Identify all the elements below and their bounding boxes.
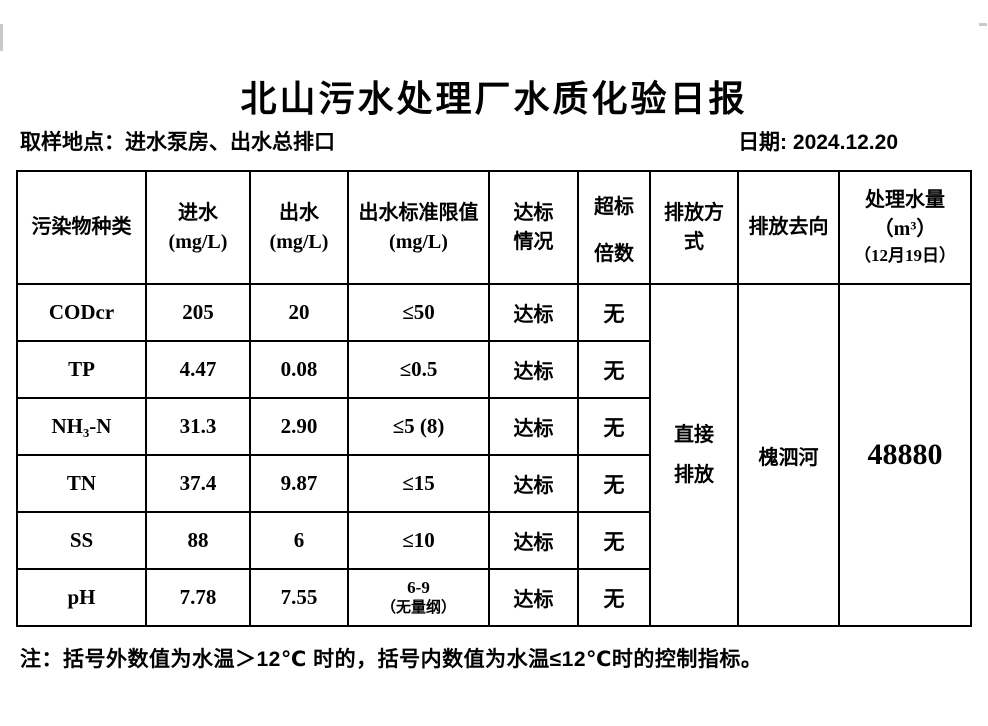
table-row-tp: TP 4.47 0.08 ≤0.5 达标 无 — [16, 340, 971, 399]
standard-cell: ≤0.5 — [347, 340, 490, 399]
exceed-cell: 无 — [577, 568, 651, 627]
discharge-mode-line2: 排放 — [674, 464, 714, 486]
header-discharge-mode: 排放方 式 — [649, 170, 739, 285]
table-row-codcr: CODcr 205 20 ≤50 达标 无 直接 排放 槐泗河 48880 — [16, 283, 972, 627]
header-treated-volume: 处理水量 （m³） （12月19日） — [838, 170, 972, 285]
exceed-cell: 无 — [577, 397, 651, 456]
header-volume-unit: （m³） — [873, 218, 937, 241]
header-effluent-line1: 出水 — [279, 201, 319, 224]
ph-standard-unit: （无量纲） — [380, 599, 456, 616]
effluent-cell: 6 — [249, 511, 349, 570]
header-influent-unit: (mg/L) — [168, 230, 228, 253]
header-compliance-line2: 情况 — [513, 230, 554, 253]
header-exceed-line1: 超标 — [594, 196, 634, 218]
header-compliance: 达标 情况 — [488, 170, 579, 285]
treated-volume-cell: 48880 — [838, 283, 972, 627]
standard-cell: ≤50 — [347, 283, 490, 342]
influent-cell: 7.78 — [145, 568, 251, 627]
standard-cell: ≤15 — [347, 454, 490, 513]
header-standard-limit: 出水标准限值 (mg/L) — [347, 170, 490, 285]
pollutant-cell: CODcr — [16, 283, 147, 342]
footnote: 注：括号外数值为水温＞12℃ 时的，括号内数值为水温≤12℃时的控制指标。 — [20, 648, 763, 671]
header-effluent: 出水 (mg/L) — [249, 170, 349, 285]
info-row: 取样地点：进水泵房、出水总排口 日期: 2024.12.20 — [20, 126, 898, 156]
influent-cell: 31.3 — [145, 397, 251, 456]
header-exceed-ratio: 超标 倍数 — [577, 170, 651, 285]
pollutant-cell: TN — [16, 454, 147, 513]
exceed-cell: 无 — [577, 511, 651, 570]
exceed-cell: 无 — [577, 283, 651, 342]
header-volume-date: （12月19日） — [854, 246, 956, 266]
table-row-ph: pH 7.78 7.55 6-9 （无量纲） 达标 无 — [16, 568, 971, 627]
header-destination-label: 排放去向 — [748, 216, 829, 238]
effluent-cell: 9.87 — [249, 454, 349, 513]
compliance-cell: 达标 — [488, 454, 579, 513]
influent-cell: 205 — [145, 283, 251, 342]
pollutant-cell: SS — [16, 511, 147, 570]
compliance-cell: 达标 — [488, 511, 579, 570]
left-edge-artifact — [0, 24, 3, 51]
table-row-ss: SS 88 6 ≤10 达标 无 — [16, 511, 971, 570]
pollutant-cell: NH₃-N — [16, 397, 147, 456]
page-title: 北山污水处理厂水质化验日报 — [240, 79, 748, 119]
header-pollutant: 污染物种类 — [16, 170, 147, 285]
influent-cell: 88 — [145, 511, 251, 570]
influent-cell: 37.4 — [145, 454, 251, 513]
header-discharge-mode-line1: 排放方 — [664, 201, 724, 224]
table-header-row: 污染物种类 进水 (mg/L) 出水 (mg/L) 出水标准限值 (mg/L) … — [16, 170, 972, 285]
header-standard-line1: 出水标准限值 — [358, 201, 479, 224]
header-effluent-unit: (mg/L) — [269, 230, 329, 253]
header-influent-line1: 进水 — [178, 201, 218, 224]
effluent-cell: 0.08 — [249, 340, 349, 399]
table-row-tn: TN 37.4 9.87 ≤15 达标 无 — [16, 454, 971, 513]
effluent-cell: 20 — [249, 283, 349, 342]
header-exceed-line2: 倍数 — [594, 243, 634, 265]
header-compliance-line1: 达标 — [513, 201, 554, 224]
pollutant-cell: TP — [16, 340, 147, 399]
compliance-cell: 达标 — [488, 283, 579, 342]
header-influent: 进水 (mg/L) — [145, 170, 251, 285]
right-edge-artifact — [979, 23, 987, 26]
compliance-cell: 达标 — [488, 340, 579, 399]
standard-cell: 6-9 （无量纲） — [347, 568, 490, 627]
effluent-cell: 7.55 — [249, 568, 349, 627]
water-quality-table: 污染物种类 进水 (mg/L) 出水 (mg/L) 出水标准限值 (mg/L) … — [16, 170, 972, 627]
header-discharge-destination: 排放去向 — [737, 170, 840, 285]
header-pollutant-label: 污染物种类 — [31, 216, 132, 238]
discharge-mode-cell: 直接 排放 — [649, 283, 739, 627]
standard-cell: ≤5 (8) — [347, 397, 490, 456]
pollutant-cell: pH — [16, 568, 147, 627]
ph-standard-range: 6-9 — [407, 577, 430, 597]
discharge-mode-line1: 直接 — [674, 424, 714, 446]
exceed-cell: 无 — [577, 454, 651, 513]
header-standard-unit: (mg/L) — [389, 230, 448, 253]
discharge-destination-cell: 槐泗河 — [737, 283, 840, 627]
sample-location: 取样地点：进水泵房、出水总排口 — [20, 131, 335, 154]
table-row-nh3n: NH₃-N 31.3 2.90 ≤5 (8) 达标 无 — [16, 397, 971, 456]
influent-cell: 4.47 — [145, 340, 251, 399]
compliance-cell: 达标 — [488, 397, 579, 456]
standard-cell: ≤10 — [347, 511, 490, 570]
header-volume-line1: 处理水量 — [865, 189, 945, 212]
compliance-cell: 达标 — [488, 568, 579, 627]
header-discharge-mode-line2: 式 — [684, 230, 704, 253]
effluent-cell: 2.90 — [249, 397, 349, 456]
report-date: 日期: 2024.12.20 — [738, 131, 898, 154]
exceed-cell: 无 — [577, 340, 651, 399]
